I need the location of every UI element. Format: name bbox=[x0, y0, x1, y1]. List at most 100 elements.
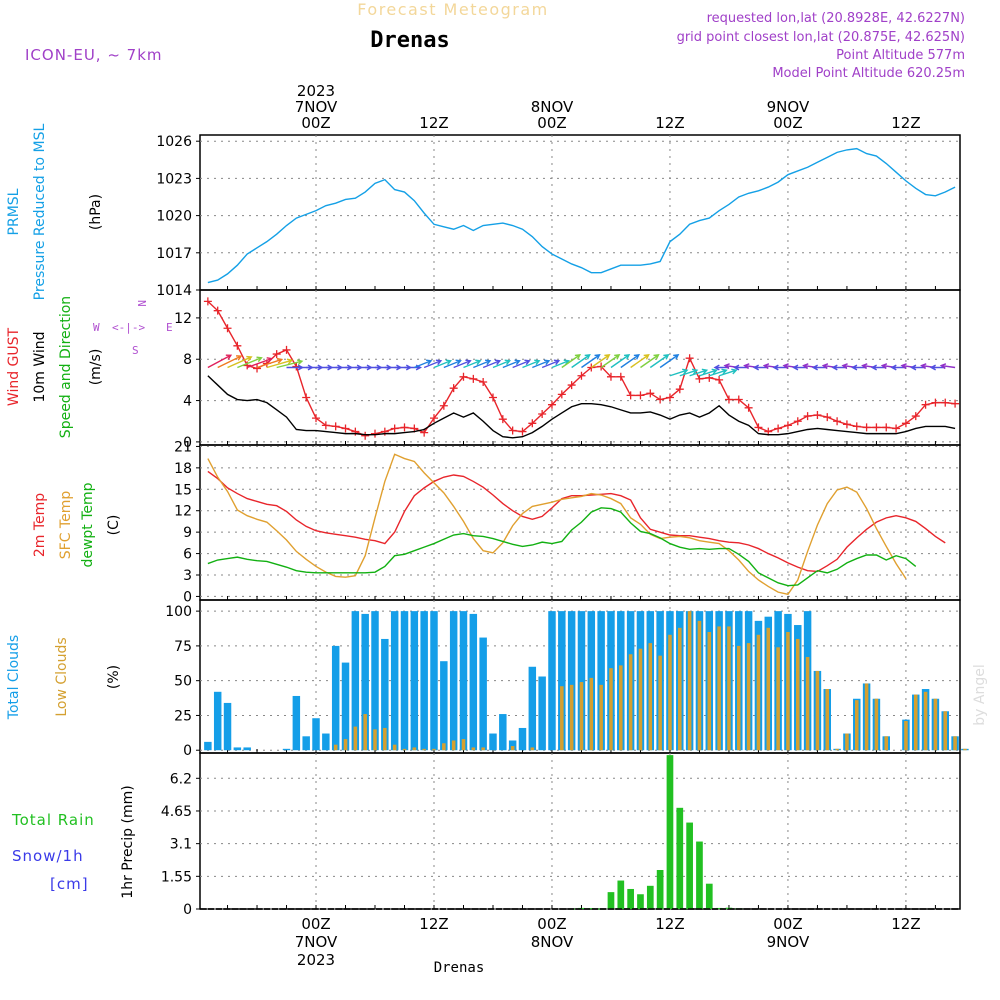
gust-marker bbox=[783, 421, 792, 430]
wind-direction-arrow bbox=[610, 354, 631, 369]
time-label-bottom: 00Z bbox=[301, 915, 330, 933]
y-tick-label: 0 bbox=[183, 589, 192, 605]
y-axis-label: (hPa) bbox=[88, 194, 104, 230]
total-cloud-bar bbox=[420, 611, 428, 751]
total-cloud-bar bbox=[233, 747, 242, 751]
rain-bar bbox=[637, 894, 644, 909]
faded-title: Forecast Meteogram bbox=[357, 0, 548, 19]
gust-marker bbox=[429, 414, 438, 423]
y-tick-label: 0 bbox=[183, 435, 192, 451]
gust-marker bbox=[656, 395, 665, 404]
gust-marker bbox=[774, 424, 783, 433]
gust-marker bbox=[616, 372, 625, 381]
wind-direction-arrow bbox=[453, 359, 472, 369]
total-cloud-bar bbox=[577, 611, 586, 751]
low-cloud-bar bbox=[412, 747, 417, 751]
gust-marker bbox=[754, 423, 763, 432]
gust-marker bbox=[223, 324, 232, 333]
footer-station: Drenas bbox=[434, 960, 485, 976]
gust-marker bbox=[813, 411, 822, 420]
time-label-bottom: 7NOV bbox=[295, 933, 338, 951]
low-cloud-bar bbox=[756, 634, 761, 751]
wind-direction-arrow bbox=[237, 356, 263, 369]
y-axis-label: Total Clouds bbox=[6, 635, 22, 720]
gust-marker bbox=[852, 422, 861, 431]
legend-snow: Snow/1h bbox=[12, 847, 84, 865]
low-cloud-bar bbox=[825, 689, 830, 751]
wind-direction-arrow bbox=[630, 354, 650, 369]
low-cloud-bar bbox=[874, 698, 879, 751]
total-cloud-bar bbox=[508, 740, 517, 751]
low-cloud-bar bbox=[461, 739, 466, 751]
gust-marker bbox=[646, 389, 655, 398]
total-cloud-bar bbox=[204, 741, 212, 751]
total-cloud-bar bbox=[390, 611, 399, 751]
y-tick-label: 75 bbox=[174, 639, 192, 655]
low-cloud-bar bbox=[805, 657, 810, 751]
total-cloud-bar bbox=[459, 611, 468, 751]
wind-direction-arrow bbox=[246, 357, 273, 369]
wind-direction-arrow bbox=[512, 359, 531, 369]
y-axis-label: dewpt Temp bbox=[80, 482, 96, 567]
gust-marker bbox=[941, 398, 950, 407]
wind-direction-arrow bbox=[571, 354, 591, 369]
gust-marker bbox=[371, 429, 380, 438]
low-cloud-bar bbox=[560, 686, 564, 751]
time-label-bottom: 00Z bbox=[537, 915, 566, 933]
low-cloud-bar bbox=[904, 721, 908, 751]
time-label-bottom: 2023 bbox=[297, 951, 335, 969]
low-cloud-bar bbox=[392, 744, 397, 751]
low-cloud-bar bbox=[884, 736, 889, 751]
y-tick-label: 3.1 bbox=[170, 837, 192, 853]
gust-marker bbox=[390, 424, 399, 433]
y-axis-label: Pressure Reduced to MSL bbox=[32, 123, 48, 300]
wind-direction-arrow bbox=[522, 359, 541, 369]
gust-marker bbox=[253, 364, 262, 373]
gust-marker bbox=[862, 423, 871, 432]
y-tick-label: 21 bbox=[174, 439, 192, 455]
wind-direction-arrow bbox=[502, 359, 521, 369]
y-tick-label: 0 bbox=[183, 743, 192, 759]
wind-direction-arrow bbox=[939, 363, 956, 370]
total-cloud-bar bbox=[567, 611, 576, 751]
low-cloud-bar bbox=[766, 627, 771, 751]
time-label-bottom: 12Z bbox=[655, 915, 684, 933]
gust-marker bbox=[685, 354, 694, 363]
total-cloud-bar bbox=[322, 733, 330, 751]
y-axis-label: SFC Temp bbox=[58, 491, 74, 560]
rain-bar bbox=[686, 822, 693, 909]
gust-marker bbox=[439, 401, 448, 410]
gust-marker bbox=[636, 391, 645, 400]
y-tick-label: 1023 bbox=[156, 171, 192, 187]
gust-marker bbox=[547, 400, 556, 409]
time-label-top: 12Z bbox=[655, 114, 684, 132]
low-cloud-bar bbox=[786, 631, 790, 751]
low-cloud-bar bbox=[707, 631, 712, 751]
y-tick-label: 1014 bbox=[156, 283, 192, 299]
y-tick-label: 100 bbox=[165, 604, 192, 620]
gust-marker bbox=[469, 374, 478, 383]
wind-direction-arrow bbox=[699, 368, 718, 377]
low-cloud-bar bbox=[697, 620, 702, 751]
wind-direction-arrow bbox=[463, 359, 482, 369]
wind-direction-arrow bbox=[217, 355, 243, 369]
compass-west: W bbox=[93, 321, 100, 334]
time-label-top: 12Z bbox=[891, 114, 920, 132]
gust-marker bbox=[921, 400, 930, 409]
low-cloud-bar bbox=[678, 627, 682, 751]
y-tick-label: 8 bbox=[183, 352, 192, 368]
low-cloud-bar bbox=[569, 684, 574, 751]
total-cloud-bar bbox=[440, 661, 448, 751]
low-cloud-bar bbox=[619, 665, 623, 751]
time-label-top: 8NOV bbox=[531, 98, 574, 116]
y-axis-label: Wind GUST bbox=[6, 327, 22, 406]
total-cloud-bar bbox=[243, 747, 251, 751]
gust-marker bbox=[872, 423, 881, 432]
gust-marker bbox=[459, 372, 468, 381]
gust-marker bbox=[282, 345, 291, 354]
time-label-top: 7NOV bbox=[295, 98, 338, 116]
wind-direction-arrow bbox=[581, 354, 601, 369]
rain-bar bbox=[627, 888, 634, 909]
gust-marker bbox=[577, 371, 586, 380]
